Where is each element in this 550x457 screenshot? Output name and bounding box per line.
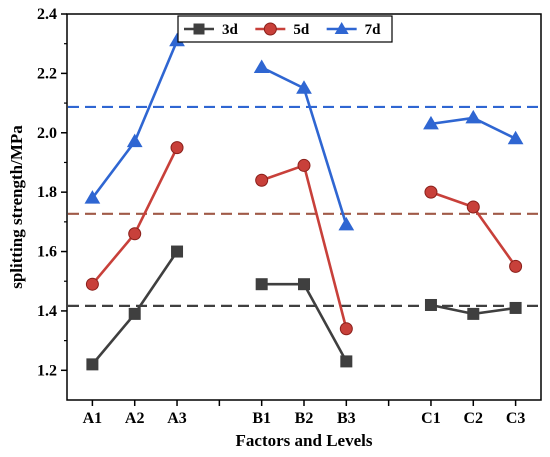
x-tick-label: B2 (295, 410, 314, 427)
x-tick-label: A1 (83, 410, 103, 427)
point-7d (84, 190, 101, 204)
point-5d (339, 322, 353, 336)
x-tick-label: C2 (464, 410, 484, 427)
point-7d (423, 115, 439, 130)
x-tick-label: C1 (421, 410, 441, 427)
y-tick-label: 1.6 (37, 244, 57, 261)
point-5d (255, 173, 269, 187)
point-5d (466, 200, 480, 214)
legend-label-5d: 5d (293, 22, 310, 38)
legend-marker-5d (263, 22, 277, 36)
point-3d (171, 245, 184, 258)
point-3d (509, 301, 522, 314)
series-line-3d (261, 282, 348, 363)
point-7d (465, 109, 482, 124)
y-axis-title: splitting strength/MPa (7, 125, 26, 289)
point-7d (253, 59, 270, 73)
x-tick-label: C3 (506, 410, 526, 427)
point-3d (467, 307, 480, 320)
point-7d (126, 133, 143, 148)
series-line-5d (261, 164, 348, 330)
point-3d (298, 278, 310, 291)
point-7d (296, 80, 312, 94)
y-tick-label: 1.8 (37, 184, 57, 201)
y-tick-label: 1.4 (37, 303, 57, 320)
series-markers (84, 32, 524, 371)
x-tick-label: A2 (125, 410, 145, 427)
point-5d (297, 158, 311, 172)
point-3d (424, 298, 437, 311)
legend-label-3d: 3d (222, 22, 239, 38)
y-axis: 1.2 1.4 1.6 1.8 2.0 2.2 2.4 (37, 6, 67, 379)
point-7d (507, 130, 524, 145)
mean-lines (68, 105, 540, 307)
point-3d (86, 358, 99, 371)
legend-marker-3d (193, 23, 205, 35)
point-5d (128, 227, 142, 241)
x-tick-label: B1 (252, 410, 271, 427)
legend-label-7d: 7d (365, 22, 382, 38)
x-tick-label: A3 (167, 410, 187, 427)
legend: 3d 5d 7d (177, 15, 393, 43)
point-5d (509, 259, 523, 273)
y-tick-label: 2.0 (37, 125, 57, 142)
y-tick-label: 2.4 (37, 6, 57, 23)
y-tick-label: 1.2 (37, 362, 57, 379)
x-axis-title: Factors and Levels (236, 431, 373, 450)
x-tick-label: B3 (337, 410, 356, 427)
series-line-5d (91, 147, 179, 286)
point-3d (255, 278, 268, 291)
legend-marker-7d (334, 22, 349, 34)
point-5d (424, 185, 438, 199)
y-tick-label: 2.2 (37, 65, 57, 82)
x-axis: A1 A2 A3 B1 B2 B3 C1 C2 C3 (83, 400, 526, 427)
point-3d (128, 307, 141, 320)
point-5d (170, 141, 184, 155)
point-7d (338, 216, 355, 231)
point-5d (85, 277, 99, 291)
point-3d (340, 355, 353, 368)
